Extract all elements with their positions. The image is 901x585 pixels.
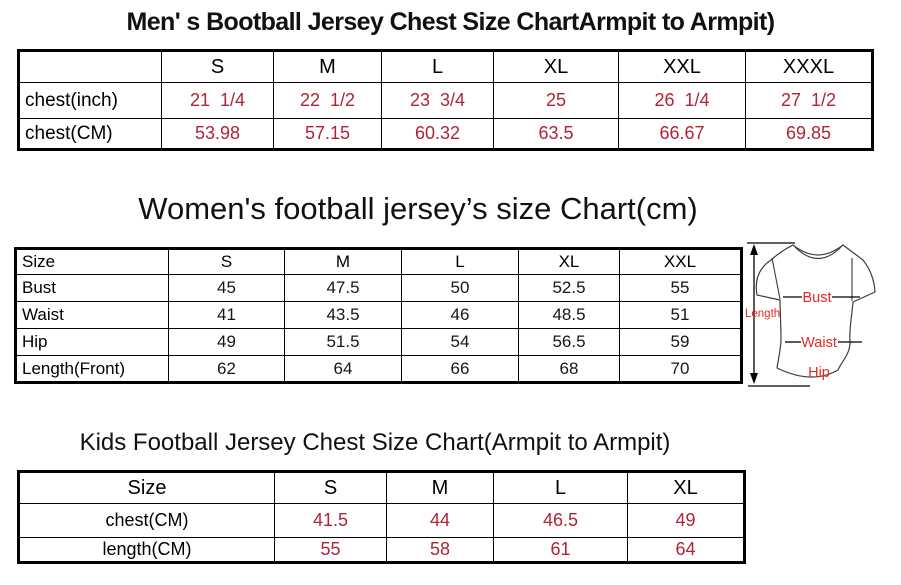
kids-header-s: S [274, 471, 387, 504]
men-cell: 69.85 [745, 118, 873, 150]
kids-row-length: length(CM) 55 58 61 64 [18, 537, 745, 563]
kids-chart-title: Kids Football Jersey Chest Size Chart(Ar… [79, 429, 671, 456]
men-row-chest-cm: chest(CM) 53.98 57.15 60.32 63.5 66.67 6… [18, 118, 873, 150]
women-row-label: Length(Front) [15, 355, 169, 383]
diagram-hip-label: Hip [808, 365, 830, 381]
kids-cell: 41.5 [274, 503, 387, 538]
women-cell: 70 [619, 355, 742, 383]
women-row-length-front: Length(Front) 62 64 66 68 70 [15, 355, 742, 383]
men-header-m: M [273, 50, 382, 83]
kids-cell: 58 [386, 537, 494, 563]
length-arrowheads [750, 244, 758, 384]
kids-cell: 49 [627, 503, 745, 538]
kids-header-m: M [386, 471, 494, 504]
women-chart-title: Women's football jersey’s size Chart(cm) [138, 191, 698, 226]
kids-header-size: Size [18, 471, 275, 504]
diagram-length-label: Length [745, 308, 780, 320]
women-header-size: Size [15, 248, 169, 275]
kids-cell: 55 [274, 537, 387, 563]
men-header-blank [18, 50, 162, 83]
men-row-label: chest(inch) [18, 82, 162, 119]
men-header-xxl: XXL [618, 50, 746, 83]
kids-cell: 64 [627, 537, 745, 563]
tshirt-outline-icon [755, 244, 876, 378]
men-row-chest-inch: chest(inch) 21 1/4 22 1/2 23 3/4 25 26 1… [18, 82, 873, 119]
men-cell: 23 3/4 [381, 82, 494, 119]
men-cell: 22 1/2 [273, 82, 382, 119]
kids-header-l: L [493, 471, 628, 504]
women-header-l: L [401, 248, 519, 275]
tshirt-seam-lines [771, 246, 853, 301]
men-cell: 60.32 [381, 118, 494, 150]
women-cell: 49 [168, 328, 285, 356]
women-row-bust: Bust 45 47.5 50 52.5 55 [15, 274, 742, 302]
kids-size-table: Size S M L XL chest(CM) 41.5 44 46.5 49 … [17, 470, 746, 564]
men-header-xxxl: XXXL [745, 50, 873, 83]
women-size-table: Size S M L XL XXL Bust 45 47.5 50 52.5 5… [14, 247, 743, 384]
women-cell: 50 [401, 274, 519, 302]
women-cell: 52.5 [518, 274, 620, 302]
women-cell: 54 [401, 328, 519, 356]
women-cell: 45 [168, 274, 285, 302]
women-cell: 48.5 [518, 301, 620, 329]
women-row-label: Waist [15, 301, 169, 329]
kids-row-label: length(CM) [18, 537, 275, 563]
tshirt-measurement-diagram: Length Bust Waist Hip [745, 242, 876, 387]
men-row-label: chest(CM) [18, 118, 162, 150]
women-cell: 68 [518, 355, 620, 383]
women-cell: 51.5 [284, 328, 402, 356]
women-header-m: M [284, 248, 402, 275]
men-cell: 27 1/2 [745, 82, 873, 119]
men-chart-title: Men' s Bootball Jersey Chest Size ChartA… [126, 8, 776, 36]
women-header-s: S [168, 248, 285, 275]
measurement-lines [747, 242, 862, 387]
women-cell: 43.5 [284, 301, 402, 329]
women-cell: 55 [619, 274, 742, 302]
women-cell: 66 [401, 355, 519, 383]
men-header-xl: XL [493, 50, 619, 83]
women-cell: 56.5 [518, 328, 620, 356]
men-header-s: S [161, 50, 274, 83]
women-cell: 47.5 [284, 274, 402, 302]
women-cell: 64 [284, 355, 402, 383]
women-cell: 59 [619, 328, 742, 356]
men-cell: 57.15 [273, 118, 382, 150]
men-size-table: S M L XL XXL XXXL chest(inch) 21 1/4 22 … [17, 49, 874, 151]
men-header-row: S M L XL XXL XXXL [18, 50, 873, 83]
men-cell: 26 1/4 [618, 82, 746, 119]
men-cell: 25 [493, 82, 619, 119]
kids-row-label: chest(CM) [18, 503, 275, 538]
kids-header-xl: XL [627, 471, 745, 504]
women-cell: 46 [401, 301, 519, 329]
kids-row-chest: chest(CM) 41.5 44 46.5 49 [18, 503, 745, 538]
kids-header-row: Size S M L XL [18, 471, 745, 504]
women-cell: 51 [619, 301, 742, 329]
diagram-waist-label: Waist [801, 335, 837, 351]
women-row-label: Bust [15, 274, 169, 302]
women-header-xl: XL [518, 248, 620, 275]
diagram-bust-label: Bust [802, 290, 831, 306]
men-cell: 63.5 [493, 118, 619, 150]
women-row-label: Hip [15, 328, 169, 356]
women-cell: 62 [168, 355, 285, 383]
men-cell: 21 1/4 [161, 82, 274, 119]
kids-cell: 61 [493, 537, 628, 563]
women-row-waist: Waist 41 43.5 46 48.5 51 [15, 301, 742, 329]
kids-cell: 44 [386, 503, 494, 538]
women-cell: 41 [168, 301, 285, 329]
men-cell: 66.67 [618, 118, 746, 150]
women-header-xxl: XXL [619, 248, 742, 275]
men-header-l: L [381, 50, 494, 83]
men-cell: 53.98 [161, 118, 274, 150]
women-header-row: Size S M L XL XXL [15, 248, 742, 275]
women-row-hip: Hip 49 51.5 54 56.5 59 [15, 328, 742, 356]
kids-cell: 46.5 [493, 503, 628, 538]
